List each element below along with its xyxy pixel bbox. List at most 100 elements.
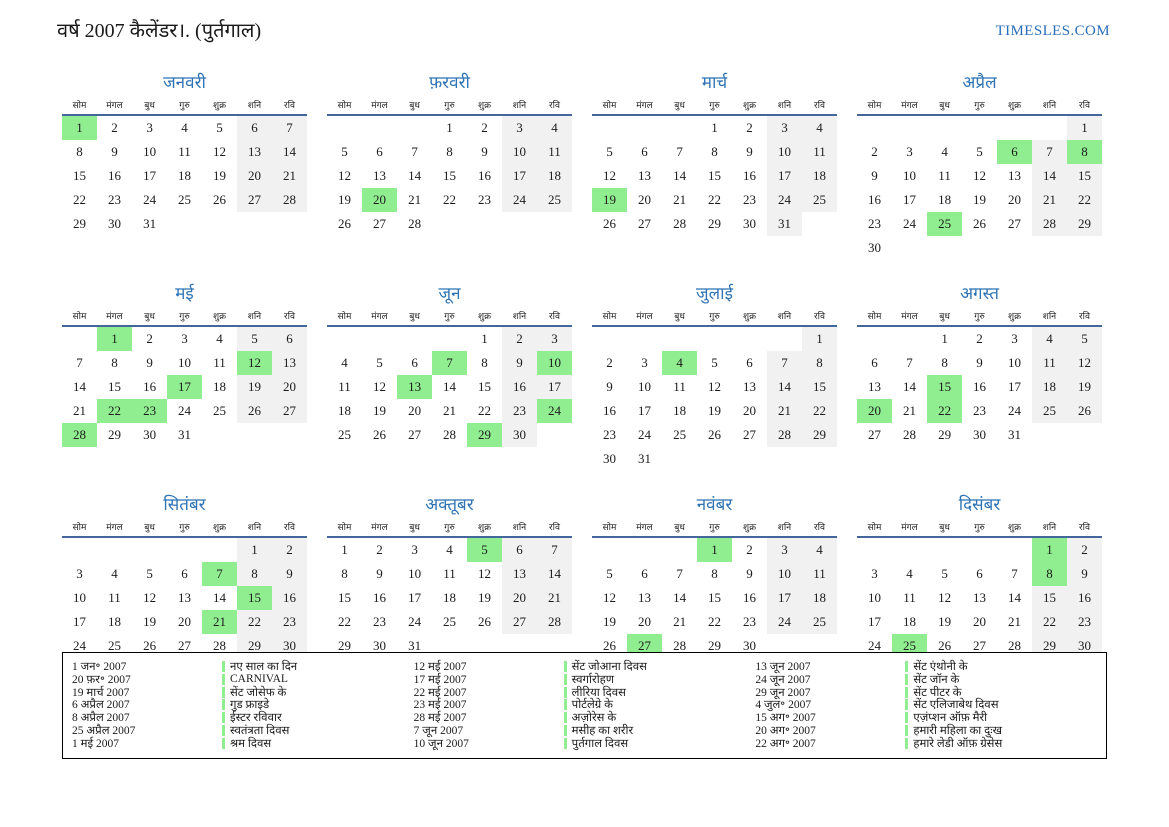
empty-day	[272, 423, 307, 447]
weekday-header-row: सोम मंगल बुध गुरु शुक्र शनि रवि	[857, 520, 1102, 537]
weekday-header: बुध	[939, 100, 950, 110]
day: 9	[271, 562, 307, 586]
legend-holiday-label: CARNIVAL	[230, 673, 288, 686]
weekday-header: मंगल	[371, 522, 388, 532]
day: 15	[72, 168, 86, 183]
month-title: जुलाई	[696, 284, 733, 303]
weekday-header-row: सोम मंगल बुध गुरु शुक्र शनि रवि	[592, 309, 837, 326]
month-7: जुलाई सोम मंगल बुध गुरु शुक्र शनि रवि 1 2 3 4 5 6 7 8 9 1…	[592, 281, 837, 471]
empty-day	[592, 326, 627, 351]
legend-holiday-label: गुड फ्राइडे	[230, 699, 270, 712]
day: 17	[766, 164, 802, 188]
holiday-legend: 1 जन॰ 2007 नए साल का दिन 20 फ़र॰ 2007 CARNI…	[62, 652, 1107, 759]
day: 9	[1066, 562, 1102, 586]
day: 29	[1066, 212, 1102, 236]
month-title: जून	[438, 284, 461, 303]
legend-column-2: 12 मई 2007 सेंट जोआना दिवस 17 मई 2007 स्वर्…	[414, 660, 756, 750]
weekday-header: मंगल	[371, 311, 388, 321]
day: 20	[638, 614, 652, 629]
day: 27	[501, 610, 537, 634]
weekday-header: बुध	[409, 100, 420, 110]
legend-holiday-label: हमारी महिला का दुःख	[913, 724, 1002, 737]
day: 27	[638, 216, 652, 231]
week-row: 4 5 6 7 8 9 10	[327, 351, 572, 375]
day: 15	[108, 379, 122, 394]
weekday-header: गुरु	[974, 311, 985, 321]
weekday-header: शुक्र	[1007, 100, 1022, 110]
day: 28	[673, 638, 687, 653]
holiday-day: 17	[167, 375, 203, 399]
week-row: 6 7 8 9 10 11 12	[857, 351, 1102, 375]
week-row: 15 16 17 18 19 20 21	[327, 586, 572, 610]
legend-color-bar	[222, 673, 225, 685]
legend-holiday-label: श्रम दिवस	[230, 737, 272, 750]
weekday-header: शुक्र	[477, 311, 492, 321]
month-title: मार्च	[701, 73, 728, 92]
legend-holiday-label: लीरिया दिवस	[571, 686, 626, 699]
day: 7	[906, 355, 913, 370]
empty-day	[857, 115, 892, 140]
day: 29	[108, 427, 122, 442]
legend-color-bar	[905, 660, 909, 672]
empty-day	[857, 326, 892, 351]
month-table: सोम मंगल बुध गुरु शुक्र शनि रवि 1 2 3 4 5 6 7 8 9 10 11 12…	[62, 309, 307, 447]
weekday-header: शनि	[247, 100, 262, 110]
weekday-header: मंगल	[901, 311, 918, 321]
week-row: 5 6 7 8 9 10 11	[327, 140, 572, 164]
day: 20	[973, 614, 987, 629]
day: 7	[676, 566, 683, 581]
day: 11	[801, 562, 837, 586]
day: 31	[766, 212, 802, 236]
day: 13	[1008, 168, 1021, 183]
day: 4	[801, 115, 837, 140]
day: 8	[341, 566, 348, 581]
day: 9	[481, 144, 488, 159]
day: 27	[236, 188, 272, 212]
day: 15	[708, 168, 722, 183]
day: 2	[376, 542, 383, 557]
day: 16	[143, 379, 157, 394]
day: 9	[606, 379, 613, 394]
day: 27	[408, 427, 422, 442]
day: 15	[801, 375, 837, 399]
empty-day	[237, 212, 272, 236]
day: 23	[602, 427, 616, 442]
legend-date: 4 जुल॰ 2007	[755, 699, 812, 712]
day: 17	[501, 164, 537, 188]
weekday-header: सोम	[867, 311, 882, 321]
day: 26	[602, 638, 616, 653]
legend-holiday-label: नए साल का दिन	[230, 660, 298, 673]
legend-holiday-name: हमारी महिला का दुःख	[905, 723, 1002, 738]
weekday-header-row: सोम मंगल बुध गुरु शुक्र शनि रवि	[62, 520, 307, 537]
day: 8	[111, 355, 118, 370]
day: 14	[72, 379, 86, 394]
day: 15	[337, 590, 351, 605]
holiday-day: 1	[96, 326, 133, 351]
weekday-header-row-inner: सोम मंगल बुध गुरु शुक्र शनि रवि	[327, 520, 572, 537]
day: 15	[1066, 164, 1102, 188]
holiday-day: 4	[662, 351, 698, 375]
day: 9	[501, 351, 537, 375]
day: 20	[638, 192, 652, 207]
weekday-header: शनि	[777, 522, 792, 532]
empty-day	[892, 115, 927, 140]
day: 14	[1008, 590, 1021, 605]
day: 4	[216, 331, 223, 346]
day: 27	[271, 399, 307, 423]
empty-day	[467, 212, 502, 236]
day: 11	[1031, 351, 1067, 375]
empty-day	[327, 115, 362, 140]
legend-item: 1 मई 2007 श्रम दिवस	[72, 737, 414, 750]
week-row: 26 27 28 29 30 31	[592, 212, 837, 236]
day: 26	[1066, 399, 1102, 423]
day: 28	[408, 216, 422, 231]
month-table: सोम मंगल बुध गुरु शुक्र शनि रवि 1 2 3 4 5 6 7 8 9 10 11 12…	[592, 309, 837, 471]
day: 28	[213, 638, 226, 653]
brand-link[interactable]: TIMESLES.COM	[995, 23, 1110, 39]
legend-item: 22 मई 2007 लीरिया दिवस	[414, 686, 756, 699]
empty-day	[432, 212, 467, 236]
legend-color-bar	[563, 737, 567, 749]
